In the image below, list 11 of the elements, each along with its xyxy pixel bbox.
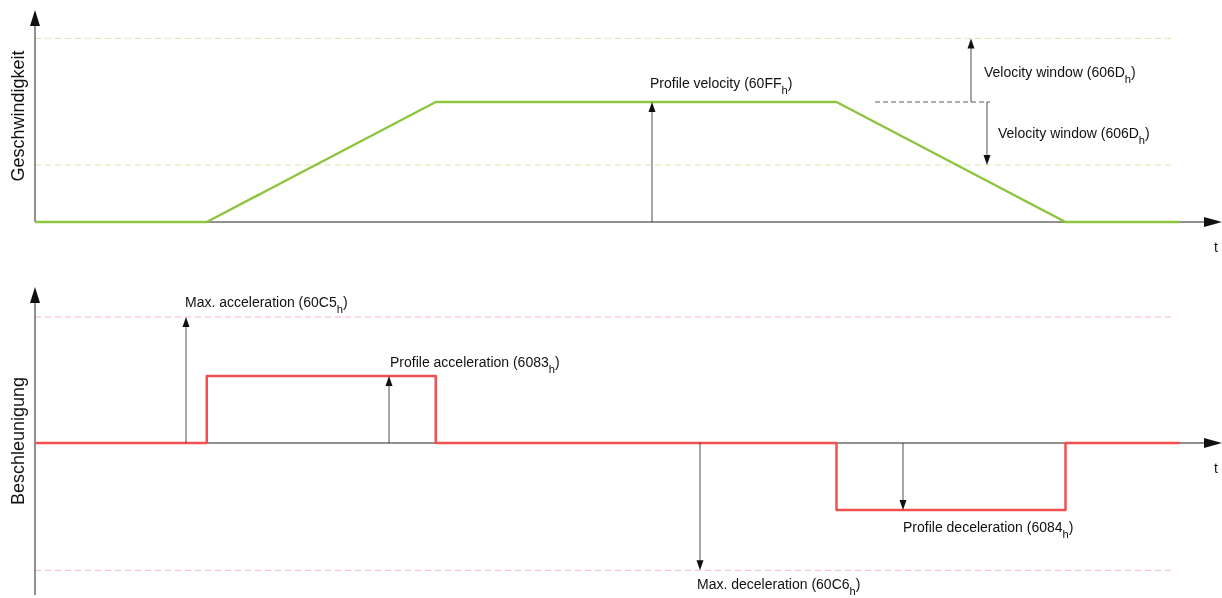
text: Max. deceleration (60C6$_{h}$)	[697, 576, 861, 597]
y-axis-title: Beschleunigung	[8, 376, 28, 506]
text: Profile velocity (60FF$_{h}$)	[650, 75, 793, 96]
y-axis-title: Geschwindigkeit	[8, 50, 28, 182]
text: Max. acceleration (60C5$_{h}$)	[185, 294, 348, 315]
x-axis-title: t	[1214, 239, 1219, 255]
x-axis-title: t	[1214, 460, 1219, 476]
text: Profile acceleration (6083$_{h}$)	[390, 354, 560, 375]
text: Velocity window (606D$_{h}$)	[984, 64, 1136, 85]
annotation: Velocity window (606D$_{h}$)	[998, 125, 1150, 146]
text: Profile deceleration (6084$_{h}$)	[903, 519, 1074, 540]
